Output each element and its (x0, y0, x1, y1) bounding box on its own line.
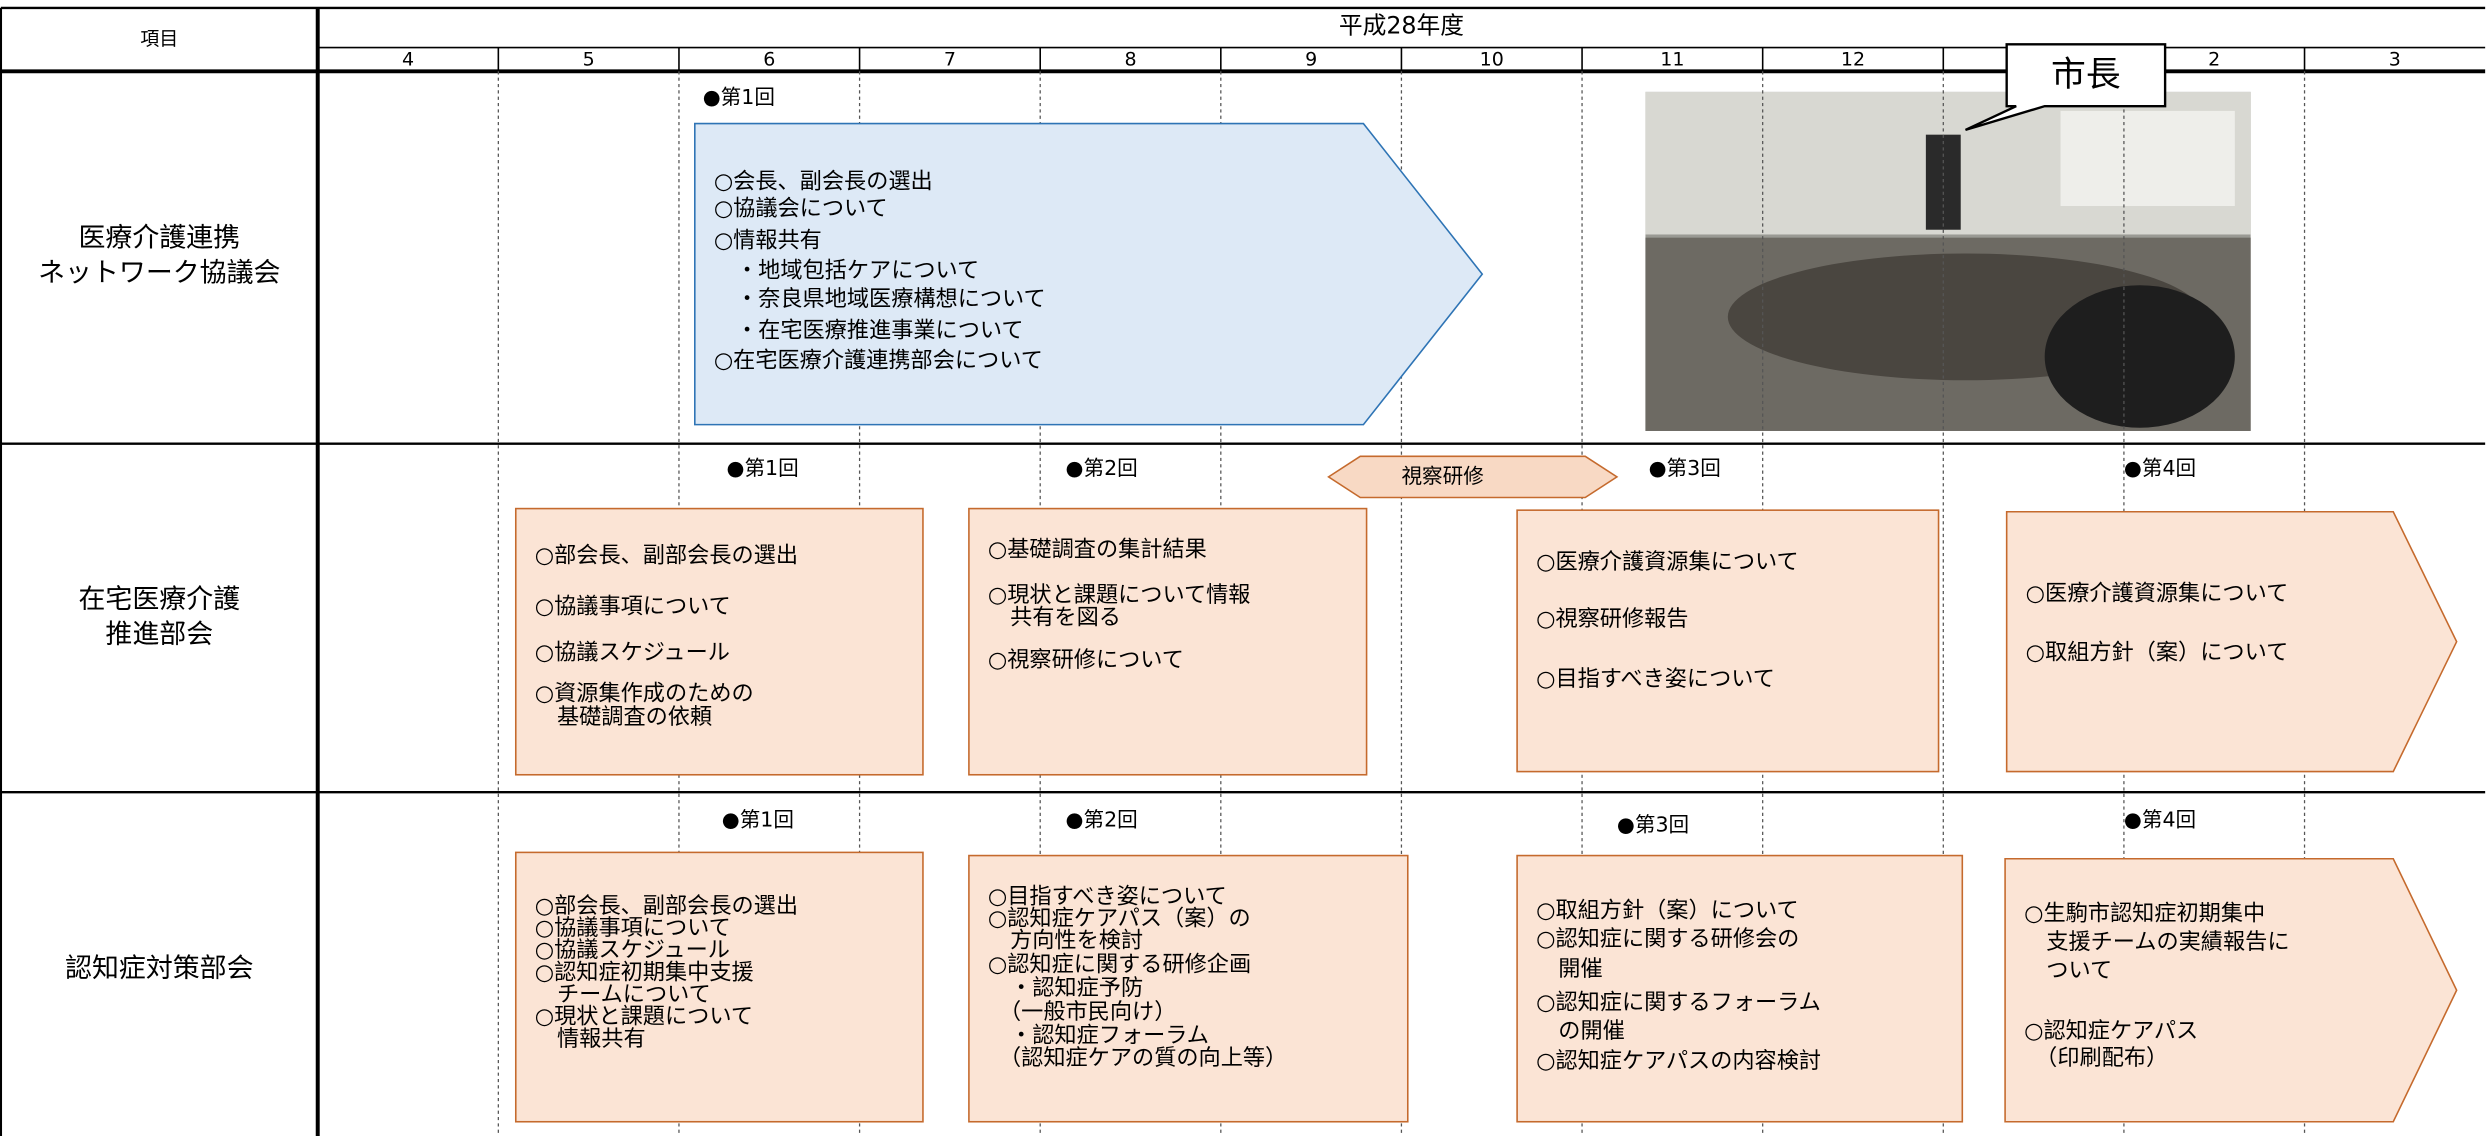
agenda-line: ○目指すべき姿について (1536, 666, 1775, 692)
agenda-line: ・認知症フォーラム (988, 1023, 1209, 1049)
row-label: 在宅医療介護 (79, 584, 241, 615)
agenda-line: の開催 (1536, 1018, 1625, 1044)
agenda-line: ・地域包括ケアについて (714, 257, 979, 283)
agenda-arrow (2005, 510, 2458, 773)
meeting-marker: ●第3回 (1617, 812, 1689, 836)
agenda-line: ○認知症初期集中支援 (535, 959, 754, 985)
month-label: 7 (944, 49, 956, 71)
agenda-line: ○医療介護資源集について (2026, 581, 2289, 607)
agenda-line: ○協議会について (714, 196, 888, 222)
meeting-marker: ●第1回 (722, 808, 794, 832)
meeting-marker: ●第1回 (726, 456, 798, 480)
tag-label: 視察研修 (1401, 464, 1483, 488)
agenda-line: ○協議スケジュール (535, 937, 730, 963)
agenda-line: 情報共有 (535, 1026, 646, 1052)
agenda-line: 開催 (1536, 956, 1603, 982)
month-label: 6 (763, 49, 775, 71)
meeting-marker: ●第3回 (1649, 456, 1721, 480)
agenda-arrow (694, 122, 1484, 426)
agenda-line: 支援チームの実績報告に (2024, 929, 2289, 955)
month-label: 5 (583, 49, 595, 71)
agenda-line: ○生駒市認知症初期集中 (2024, 901, 2265, 927)
month-label: 4 (402, 49, 414, 71)
meeting-marker: ●第2回 (1066, 456, 1138, 480)
agenda-line: ○視察研修報告 (1536, 606, 1688, 632)
agenda-line: ・認知症予防 (988, 975, 1143, 1001)
agenda-box (1516, 854, 1964, 1123)
agenda-box (968, 854, 1409, 1123)
month-label: 3 (2389, 49, 2401, 71)
agenda-line: チームについて (535, 981, 711, 1007)
agenda-line: （認知症ケアの質の向上等） (988, 1045, 1287, 1071)
month-label: 11 (1660, 49, 1684, 71)
row-label: ネットワーク協議会 (38, 258, 280, 289)
agenda-line: ○現状と課題について (535, 1004, 753, 1030)
month-label: 12 (1841, 49, 1865, 71)
agenda-line: ○基礎調査の集計結果 (988, 536, 1207, 562)
agenda-line: ついて (2024, 958, 2112, 984)
agenda-line: ○認知症ケアパスの内容検討 (1536, 1048, 1821, 1074)
agenda-line: （一般市民向け） (988, 999, 1176, 1025)
agenda-line: ○部会長、副部会長の選出 (535, 543, 798, 569)
month-label: 9 (1305, 49, 1317, 71)
agenda-line: ・在宅医療推進事業について (714, 318, 1024, 344)
agenda-line: ○在宅医療介護連携部会について (714, 348, 1043, 374)
photo-caption: 市長 (2051, 55, 2121, 95)
meeting-marker: ●第4回 (2124, 808, 2196, 832)
agenda-box (1516, 509, 1940, 773)
agenda-box (514, 507, 924, 776)
item-label: 項目 (140, 28, 178, 50)
agenda-box (514, 851, 924, 1123)
month-label: 10 (1480, 49, 1504, 71)
agenda-line: ○視察研修について (988, 647, 1184, 673)
row-label: 医療介護連携 (79, 223, 241, 254)
agenda-line: ○医療介護資源集について (1536, 549, 1799, 575)
agenda-line: ○資源集作成のための (535, 680, 754, 706)
agenda-box (968, 507, 1368, 776)
agenda-line: ○認知症ケアパス（案）の (988, 905, 1251, 931)
agenda-line: ○会長、副会長の選出 (714, 169, 933, 195)
month-label: 2 (2208, 49, 2220, 71)
month-label: 8 (1124, 49, 1136, 71)
agenda-line: ○認知症に関する研修企画 (988, 951, 1251, 977)
agenda-line: ○情報共有 (714, 227, 822, 253)
agenda-line: ○認知症ケアパス (2024, 1018, 2198, 1044)
agenda-line: ○認知症に関するフォーラム (1536, 989, 1821, 1015)
agenda-line: 基礎調査の依頼 (535, 704, 712, 730)
agenda-line: ○協議スケジュール (535, 639, 730, 665)
row-label: 認知症対策部会 (65, 953, 253, 984)
meeting-marker: ●第4回 (2124, 456, 2196, 480)
agenda-arrow (2004, 857, 2458, 1123)
agenda-line: ○部会長、副部会長の選出 (535, 893, 798, 919)
agenda-line: ○協議事項について (535, 915, 731, 941)
meeting-marker: ●第2回 (1066, 808, 1138, 832)
meeting-marker: ●第1回 (703, 85, 775, 109)
agenda-line: ○現状と課題について情報 (988, 582, 1251, 608)
agenda-line: ○認知症に関する研修会の (1536, 926, 1799, 952)
agenda-line: ○目指すべき姿について (988, 883, 1227, 909)
agenda-line: ・奈良県地域医療構想について (714, 286, 1046, 312)
agenda-line: （印刷配布） (2024, 1045, 2168, 1071)
agenda-line: ○協議事項について (535, 593, 731, 619)
meeting-photo (1645, 91, 2251, 431)
agenda-line: ○取組方針（案）について (1536, 898, 1799, 924)
tag-shape (1327, 455, 1619, 499)
agenda-line: 共有を図る (988, 604, 1121, 630)
callout (1964, 43, 2167, 132)
row-label: 推進部会 (105, 619, 213, 650)
agenda-line: 方向性を検討 (988, 928, 1143, 954)
agenda-line: ○取組方針（案）について (2026, 639, 2289, 665)
year-label: 平成28年度 (1339, 11, 1464, 39)
